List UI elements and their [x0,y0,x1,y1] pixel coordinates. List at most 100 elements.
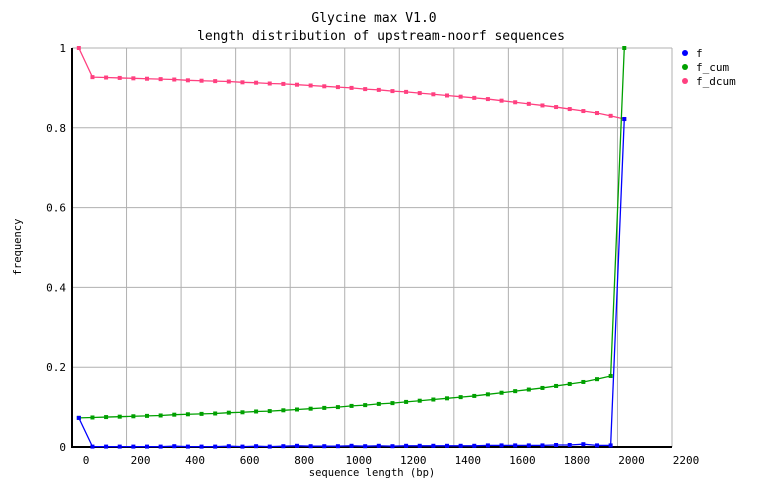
data-point [295,443,299,448]
data-point [117,414,122,419]
x-tick-label: 2200 [673,454,700,467]
y-tick-label: 0.4 [46,281,66,294]
data-point [322,405,327,410]
data-point [554,105,559,110]
x-tick-label: 1800 [564,454,591,467]
data-point [458,395,463,400]
data-point [349,403,354,408]
legend-item-f-cum: f_cum [682,61,729,74]
y-tick-label: 0.2 [46,361,66,374]
chart-subtitle: length distribution of upstream-noorf se… [197,29,565,44]
data-point [76,46,81,50]
x-tick-label: 400 [185,454,205,467]
data-point [213,79,218,84]
data-point [376,443,381,448]
data-point [158,77,163,82]
data-point [185,78,190,83]
legend-item-f: f [682,47,703,60]
data-point [595,443,599,448]
data-point [417,443,422,448]
data-point [254,409,259,414]
data-point [267,409,272,414]
data-point [267,444,272,449]
data-point [335,85,340,90]
data-point [145,413,149,418]
data-point [185,444,190,449]
data-point [199,444,204,449]
data-point [308,406,313,411]
x-tick-label: 1400 [455,454,482,467]
data-point [363,403,368,408]
data-point [308,83,313,88]
data-point [158,444,163,449]
data-point [567,381,572,386]
data-point [485,443,490,448]
data-point [567,443,572,448]
data-point [458,94,463,99]
data-point [376,401,381,406]
x-tick-label: 1600 [509,454,536,467]
chart-title: Glycine max V1.0 [311,11,436,26]
grid [72,47,673,447]
data-point [581,109,586,114]
x-axis-label: sequence length (bp) [309,467,435,479]
data-point [172,77,177,82]
data-point [431,92,436,97]
data-point [295,82,299,87]
data-point [390,89,395,94]
data-point [172,412,177,417]
data-point [104,444,109,449]
data-point [513,100,518,105]
data-point [608,373,613,378]
data-point [554,443,559,448]
data-point [608,443,613,448]
data-point [145,76,149,81]
legend-item-f-dcum: f_dcum [682,75,736,88]
data-point [267,81,272,86]
axes: 0 200 400 600 800 1000 1200 1400 1600 1800 2000 220… [46,42,699,467]
data-point [417,91,422,96]
series-f-dcum [76,46,627,122]
data-point [567,107,572,112]
data-point [335,405,340,410]
data-point [281,444,286,449]
legend-marker-icon [682,78,688,84]
data-point [213,411,218,416]
x-tick-label: 200 [131,454,151,467]
data-point [581,379,586,384]
data-point [445,443,449,448]
x-tick-label: 1000 [345,454,372,467]
series-f-cum [76,46,627,420]
data-point [185,412,190,417]
data-point [622,117,627,122]
series-layer [76,46,627,449]
data-point [458,443,463,448]
data-point [322,444,327,449]
y-tick-label: 0.8 [46,122,66,135]
data-point [104,75,109,80]
data-point [199,411,204,416]
data-point [90,415,95,420]
data-point [158,413,163,418]
data-point [349,443,354,448]
series-line [78,47,625,120]
x-tick-label: 800 [294,454,314,467]
data-point [131,444,136,449]
data-point [404,399,409,404]
legend-label: f_dcum [696,75,736,88]
data-point [417,398,422,403]
data-point [226,79,231,84]
data-point [581,442,586,447]
y-tick-label: 0 [59,441,66,454]
series-f [76,117,627,449]
legend-label: f_cum [696,61,729,74]
y-axis-label: frequency [12,219,24,276]
data-point [472,393,477,398]
data-point [595,377,599,382]
data-point [485,392,490,397]
data-point [349,85,354,90]
data-point [390,401,395,406]
data-point [499,443,504,448]
data-point [363,87,368,92]
